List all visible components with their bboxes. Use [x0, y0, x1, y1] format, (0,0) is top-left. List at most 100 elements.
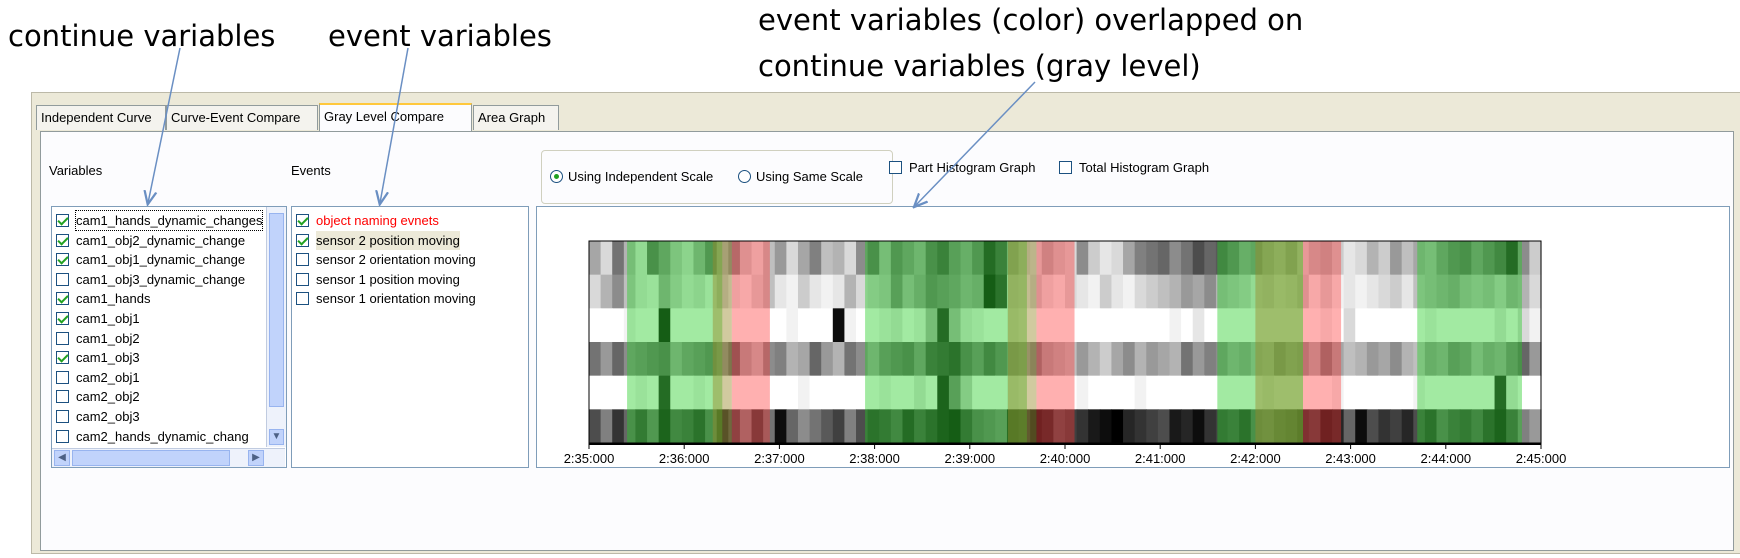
heatmap-cell: [1343, 375, 1356, 410]
heatmap-cell: [1355, 375, 1368, 410]
variable-item[interactable]: cam1_obj2: [56, 329, 140, 348]
heatmap-cell: [1366, 241, 1380, 276]
heatmap-cell: [612, 409, 625, 444]
event-item[interactable]: sensor 1 orientation moving: [296, 289, 476, 308]
heatmap-cell: [1181, 342, 1194, 377]
variables-label: Variables: [49, 163, 103, 178]
variable-item[interactable]: cam1_obj3_dynamic_change: [56, 270, 245, 289]
heatmap-cell: [1041, 274, 1054, 309]
heatmap-cell: [1424, 342, 1438, 377]
tab-independent-curve[interactable]: Independent Curve: [36, 105, 166, 130]
heatmap-cell: [1297, 342, 1310, 377]
scroll-thumb[interactable]: [269, 213, 284, 407]
heatmap-cell: [1436, 274, 1449, 309]
variable-label: cam1_obj2: [76, 330, 140, 346]
variable-checkbox[interactable]: [56, 312, 69, 325]
green-event-overlay: [1417, 241, 1522, 443]
part-histogram-checkbox[interactable]: [889, 161, 902, 174]
tab-curve-event-compare[interactable]: Curve-Event Compare: [166, 105, 318, 130]
part-histogram-option[interactable]: Part Histogram Graph: [889, 158, 1035, 177]
event-checkbox[interactable]: [296, 214, 309, 227]
heatmap-cell: [1053, 409, 1066, 444]
scroll-left-button[interactable]: ◀: [54, 450, 70, 466]
variable-checkbox[interactable]: [56, 429, 69, 443]
variable-item[interactable]: cam1_obj1_dynamic_change: [56, 250, 245, 269]
variable-item[interactable]: cam1_obj2_dynamic_change: [56, 231, 245, 250]
heatmap-cell: [1308, 241, 1322, 276]
event-item[interactable]: sensor 1 position moving: [296, 270, 460, 289]
variables-vertical-scrollbar[interactable]: ▼: [266, 207, 286, 447]
event-item[interactable]: sensor 2 position moving: [296, 230, 460, 250]
scale-same-option[interactable]: Using Same Scale: [738, 167, 863, 186]
total-histogram-option[interactable]: Total Histogram Graph: [1059, 158, 1209, 177]
x-tick-label: 2:42:000: [1230, 451, 1281, 466]
event-checkbox[interactable]: [296, 233, 309, 247]
event-checkbox[interactable]: [296, 292, 309, 306]
variable-checkbox[interactable]: [56, 370, 69, 384]
event-item[interactable]: object naming evnets: [296, 211, 439, 230]
variable-checkbox[interactable]: [56, 292, 69, 306]
heatmap-cell: [658, 241, 671, 276]
heatmap-cell: [612, 375, 625, 410]
variable-item[interactable]: cam2_obj1: [56, 368, 140, 387]
variable-item[interactable]: cam1_obj3: [56, 348, 140, 367]
tab-area-graph[interactable]: Area Graph: [473, 105, 559, 130]
heatmap-cell: [1320, 375, 1333, 410]
variable-checkbox[interactable]: [56, 233, 69, 247]
heatmap-cell: [1459, 375, 1472, 410]
heatmap-cell: [1332, 409, 1345, 444]
heatmap-cell: [867, 375, 880, 410]
heatmap-cell: [1297, 375, 1310, 410]
scroll-right-button[interactable]: ▶: [248, 450, 264, 466]
variable-checkbox[interactable]: [56, 410, 69, 423]
scale-independent-radio[interactable]: [550, 170, 563, 183]
heatmap-cell: [890, 241, 904, 276]
heatmap-cell: [728, 409, 741, 444]
heatmap-cell: [1204, 409, 1217, 444]
app-window: Independent Curve Curve-Event Compare Gr…: [31, 92, 1740, 554]
variable-checkbox[interactable]: [56, 351, 69, 365]
variable-checkbox[interactable]: [56, 331, 69, 345]
horizontal-scroll-thumb[interactable]: [72, 450, 230, 466]
heatmap-cell: [1285, 241, 1298, 276]
heatmap-cell: [1157, 274, 1171, 309]
heatmap-cell: [693, 308, 706, 343]
heatmap-cell: [1215, 274, 1229, 309]
heatmap-cell: [890, 342, 904, 377]
variables-list[interactable]: cam1_hands_dynamic_changes cam1_obj2_dyna…: [51, 206, 287, 468]
heatmap-cell: [1192, 308, 1205, 343]
event-checkbox[interactable]: [296, 272, 309, 286]
variable-item[interactable]: cam1_hands: [56, 289, 150, 308]
scale-independent-option[interactable]: Using Independent Scale: [550, 167, 713, 186]
heatmap-cell: [972, 308, 985, 343]
heatmap-cell: [1262, 409, 1275, 444]
x-tick-label: 2:35:000: [563, 451, 615, 466]
scroll-down-button[interactable]: ▼: [269, 429, 284, 445]
variables-horizontal-scrollbar[interactable]: ◀ ▶: [52, 448, 285, 467]
heatmap-cell: [623, 274, 637, 309]
variable-item[interactable]: cam2_hands_dynamic_chang: [56, 427, 249, 446]
variable-item[interactable]: cam1_hands_dynamic_changes: [56, 210, 264, 231]
total-histogram-checkbox[interactable]: [1059, 161, 1072, 174]
event-item[interactable]: sensor 2 orientation moving: [296, 250, 476, 269]
heatmap-cell: [1111, 375, 1124, 410]
heatmap-cell: [693, 274, 706, 309]
scale-same-radio[interactable]: [738, 170, 751, 183]
heatmap-cell: [1494, 409, 1507, 444]
variable-item[interactable]: cam1_obj1: [56, 309, 140, 328]
heatmap-cell: [1065, 375, 1078, 410]
heatmap-cell: [1157, 308, 1171, 343]
variable-checkbox[interactable]: [56, 253, 69, 267]
x-tick-label: 2:39:000: [944, 451, 996, 466]
heatmap-cell: [600, 308, 613, 343]
events-list[interactable]: object naming evnets sensor 2 position mo…: [291, 206, 529, 468]
variable-checkbox[interactable]: [56, 390, 69, 404]
heatmap-cell: [1343, 342, 1356, 377]
variable-item[interactable]: cam2_obj3: [56, 407, 140, 426]
event-checkbox[interactable]: [296, 253, 309, 267]
variable-item[interactable]: cam2_obj2: [56, 387, 140, 406]
variable-checkbox[interactable]: [56, 272, 69, 286]
variable-checkbox[interactable]: [56, 214, 69, 227]
heatmap-cell: [832, 342, 846, 377]
heatmap-cell: [948, 241, 962, 276]
